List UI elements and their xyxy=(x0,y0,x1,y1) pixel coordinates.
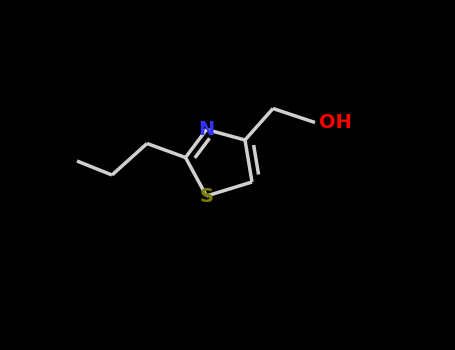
Text: N: N xyxy=(198,120,215,139)
Text: S: S xyxy=(199,187,213,205)
Text: OH: OH xyxy=(318,113,351,132)
